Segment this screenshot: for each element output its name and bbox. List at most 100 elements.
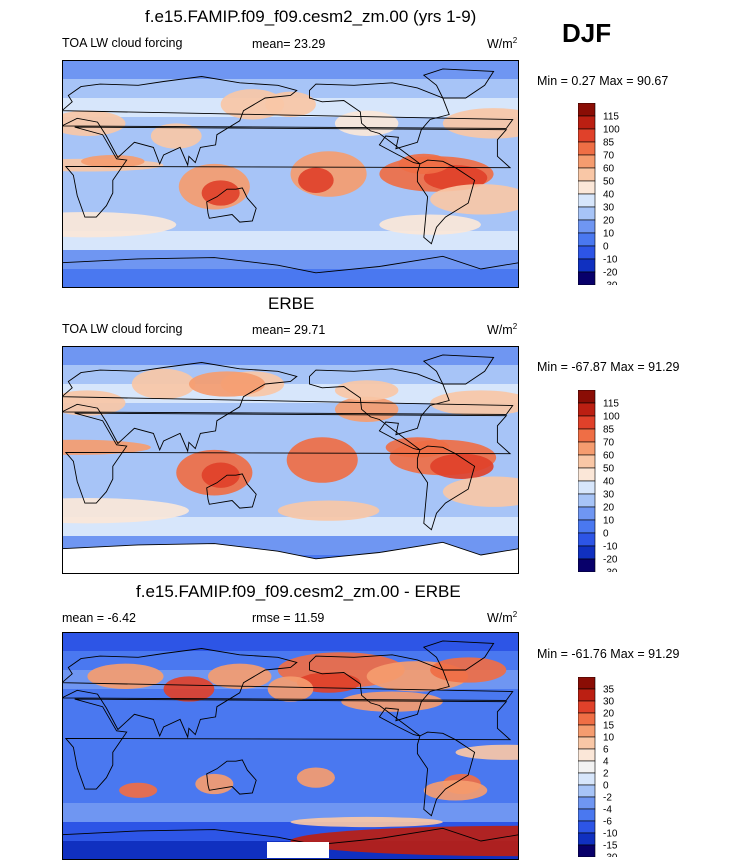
- colorbar-tick-label: 30: [603, 203, 615, 214]
- colorbar-tick-label: -30: [603, 281, 618, 286]
- map-field-blob: [62, 498, 189, 524]
- colorbar-swatch: [578, 772, 596, 786]
- panel-2-variable-label: TOA LW cloud forcing: [62, 322, 183, 336]
- colorbar-swatch: [578, 532, 596, 547]
- panel-1-variable-label: TOA LW cloud forcing: [62, 36, 183, 50]
- map-field-blob: [277, 500, 380, 521]
- colorbar-tick-label: 35: [603, 685, 615, 696]
- colorbar-swatch: [578, 820, 596, 834]
- colorbar-tick-label: 70: [603, 151, 615, 162]
- colorbar-swatch: [578, 545, 596, 560]
- panel-1-mean-label: mean= 23.29: [252, 37, 326, 51]
- colorbar-tick-label: 0: [603, 781, 609, 792]
- panel-3-mean-label: mean = -6.42: [62, 611, 137, 625]
- missing-data-region: [202, 552, 267, 572]
- map-field-blob: [163, 676, 215, 702]
- panel-1-minmax: Min = 0.27 Max = 90.67: [537, 74, 669, 88]
- map-frame: [62, 346, 519, 574]
- coastline-europe-asia: [62, 76, 514, 167]
- map-field-blob: [207, 663, 272, 689]
- panel-2-minmax: Min = -67.87 Max = 91.29: [537, 360, 680, 374]
- coastline-australia: [206, 473, 257, 509]
- coastline-antarctica: [62, 255, 519, 288]
- colorbar-tick-label: 2: [603, 769, 609, 780]
- map-field-blob: [195, 773, 234, 795]
- colorbar-tick-label: 20: [603, 503, 615, 514]
- colorbar-tick-label: 100: [603, 125, 620, 136]
- colorbar-tick-label: 60: [603, 451, 615, 462]
- colorbar-swatch: [578, 467, 596, 482]
- map-field-blob: [298, 167, 334, 193]
- map-lat-band: [62, 60, 519, 79]
- colorbar-tick-label: 50: [603, 464, 615, 475]
- colorbar-swatch: [578, 832, 596, 846]
- colorbar-swatch: [578, 206, 596, 221]
- map-field-blob: [119, 782, 158, 798]
- coastline-africa: [64, 126, 512, 218]
- colorbar-swatch: [578, 390, 596, 404]
- panel-1-map: [62, 60, 519, 288]
- colorbar-tick-label: -20: [603, 555, 618, 566]
- colorbar-tick-label: 20: [603, 216, 615, 227]
- colorbar-tick-label: -15: [603, 841, 618, 852]
- map-field-blob: [430, 453, 494, 479]
- map-field-blob: [131, 368, 196, 400]
- colorbar-tick-label: 60: [603, 164, 615, 175]
- colorbar-swatch: [578, 193, 596, 208]
- colorbar-swatch: [578, 506, 596, 521]
- colorbar-tick-label: -30: [603, 853, 618, 858]
- colorbar-swatch: [578, 428, 596, 443]
- colorbar-tick-label: 40: [603, 477, 615, 488]
- map-field-blob: [290, 816, 443, 828]
- colorbar-tick-label: 20: [603, 709, 615, 720]
- colorbar-tick-label: 15: [603, 721, 615, 732]
- map-field-blob: [430, 390, 519, 416]
- colorbar-swatch: [578, 558, 596, 572]
- colorbar-tick-label: 0: [603, 242, 609, 253]
- panel-3-title: f.e15.FAMIP.f09_f09.cesm2_zm.00 - ERBE: [136, 582, 461, 601]
- colorbar-tick-label: 30: [603, 697, 615, 708]
- colorbar-tick-label: 10: [603, 733, 615, 744]
- map-lat-band: [62, 803, 519, 822]
- map-field-blob: [62, 212, 177, 238]
- coastline-australia: [206, 187, 257, 223]
- colorbar-swatch: [578, 180, 596, 195]
- colorbar-tick-label: -10: [603, 829, 618, 840]
- colorbar-swatch: [578, 748, 596, 762]
- colorbar-swatch: [578, 724, 596, 738]
- colorbar-swatch: [578, 245, 596, 260]
- map-field-blob: [188, 371, 266, 397]
- coastline-europe-asia: [62, 648, 514, 739]
- map-field-blob: [398, 153, 450, 174]
- colorbar-tick-label: 10: [603, 229, 615, 240]
- coastline-australia: [206, 759, 257, 795]
- colorbar-swatch: [578, 712, 596, 726]
- colorbar-swatch: [578, 736, 596, 750]
- colorbar-tick-label: 6: [603, 745, 609, 756]
- colorbar-tick-label: -10: [603, 255, 618, 266]
- coastline-greenland: [422, 68, 495, 99]
- colorbar-swatch: [578, 415, 596, 430]
- colorbar-tick-label: 85: [603, 138, 615, 149]
- map-field-blob: [220, 89, 285, 120]
- map-lat-band: [62, 632, 519, 651]
- colorbar-swatch: [578, 115, 596, 130]
- colorbar-swatch: [578, 844, 596, 857]
- map-lat-band: [62, 231, 519, 250]
- colorbar-tick-label: 50: [603, 177, 615, 188]
- colorbar-tick-label: 0: [603, 529, 609, 540]
- colorbar-swatch: [578, 232, 596, 247]
- coastline-south-america: [416, 159, 476, 245]
- colorbar-tick-label: -2: [603, 793, 612, 804]
- colorbar-swatch: [578, 167, 596, 182]
- map-field-blob: [455, 744, 519, 760]
- colorbar-swatch: [578, 784, 596, 798]
- colorbar-swatch: [578, 128, 596, 143]
- coastline-africa: [64, 698, 512, 790]
- map-field-blob: [379, 214, 481, 235]
- colorbar-tick-label: 70: [603, 438, 615, 449]
- map-frame: [62, 632, 519, 860]
